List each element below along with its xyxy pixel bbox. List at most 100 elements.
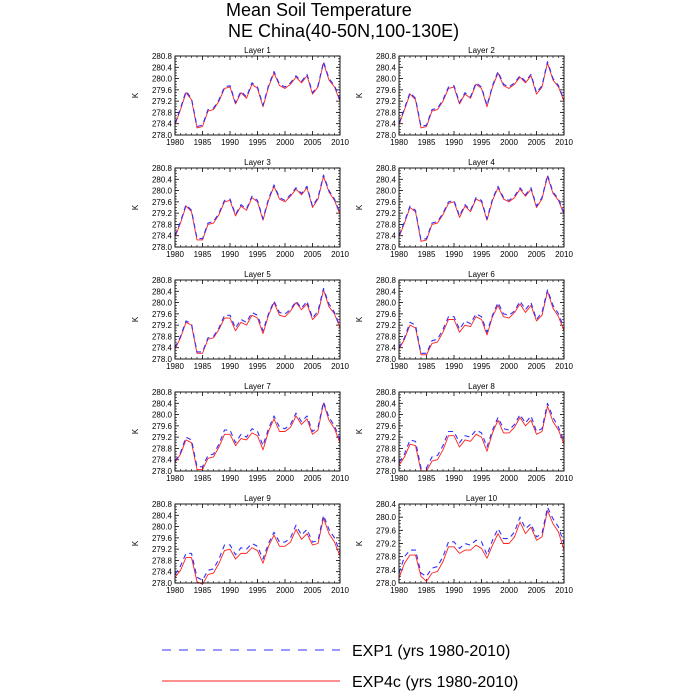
y-tick-label: 280.4 — [376, 175, 397, 184]
y-tick-label: 278.8 — [152, 556, 173, 565]
x-tick-label: 2000 — [276, 250, 294, 259]
panel-title: Layer 10 — [466, 494, 498, 503]
y-tick-label: 278.8 — [376, 553, 397, 562]
x-tick-label: 1980 — [390, 586, 408, 595]
x-tick-label: 2005 — [304, 138, 322, 147]
series-line-exp4c — [174, 402, 341, 471]
x-tick-label: 2000 — [276, 138, 294, 147]
y-tick-label: 278.0 — [376, 243, 397, 252]
y-tick-label: 280.8 — [152, 164, 173, 173]
x-tick-label: 1995 — [249, 586, 267, 595]
y-tick-label: 280.4 — [152, 175, 173, 184]
legend-label-exp4c: EXP4c (yrs 1980-2010) — [352, 674, 518, 691]
y-tick-label: 280.0 — [376, 299, 397, 308]
y-tick-label: 280.4 — [376, 63, 397, 72]
x-tick-label: 1985 — [418, 362, 436, 371]
series-line-exp4c — [174, 289, 341, 354]
series-line-exp4c — [398, 176, 565, 242]
y-tick-label: 280.4 — [152, 399, 173, 408]
panel-8: Layer 8 K 278.0 278.4 278.8 279.2 279.6 280.0 28… — [355, 382, 573, 483]
plot-frame — [174, 279, 341, 360]
x-tick-label: 2010 — [555, 250, 573, 259]
panel-2: Layer 2 K 278.0 278.4 278.8 279.2 279.6 280.0 28… — [355, 46, 573, 147]
panel-title: Layer 2 — [468, 46, 495, 55]
x-tick-label: 1995 — [473, 362, 491, 371]
panel-5: Layer 5 K 278.0 278.4 278.8 279.2 279.6 280.0 28… — [131, 270, 349, 371]
y-tick-label: 279.6 — [376, 310, 397, 319]
x-tick-label: 1980 — [390, 362, 408, 371]
chart-title-line1: Mean Soil Temperature — [226, 0, 412, 20]
plot-frame — [398, 503, 565, 584]
x-tick-label: 1990 — [445, 250, 463, 259]
x-tick-label: 2005 — [304, 474, 322, 483]
y-tick-label: 279.2 — [152, 97, 173, 106]
x-tick-label: 1995 — [473, 586, 491, 595]
series-line-exp4c — [174, 517, 341, 585]
panel-9: Layer 9 K 278.0 278.4 278.8 279.2 279.6 280.0 28… — [131, 494, 349, 595]
x-tick-label: 1995 — [473, 250, 491, 259]
x-tick-label: 1990 — [221, 586, 239, 595]
plot-frame — [174, 391, 341, 472]
y-axis-label: K — [131, 204, 140, 210]
x-tick-label: 1985 — [418, 250, 436, 259]
x-tick-label: 1995 — [473, 138, 491, 147]
x-tick-label: 1985 — [194, 362, 212, 371]
x-tick-label: 1985 — [194, 474, 212, 483]
x-tick-label: 1980 — [166, 362, 184, 371]
plot-frame — [398, 391, 565, 472]
y-tick-label: 279.2 — [376, 540, 397, 549]
x-tick-label: 1985 — [418, 586, 436, 595]
y-tick-label: 279.2 — [152, 209, 173, 218]
chart-title-line2: NE China(40-50N,100-130E) — [228, 21, 459, 41]
y-tick-label: 279.6 — [376, 198, 397, 207]
x-tick-label: 2010 — [331, 586, 349, 595]
y-tick-label: 278.8 — [152, 444, 173, 453]
x-tick-label: 1995 — [249, 362, 267, 371]
y-tick-label: 278.8 — [376, 332, 397, 341]
series-line-exp1 — [398, 174, 565, 241]
x-tick-label: 1990 — [221, 250, 239, 259]
y-tick-label: 280.0 — [376, 411, 397, 420]
x-tick-label: 1995 — [249, 138, 267, 147]
y-tick-label: 278.8 — [376, 108, 397, 117]
y-tick-label: 278.4 — [152, 344, 173, 353]
x-tick-label: 1985 — [194, 250, 212, 259]
panel-title: Layer 6 — [468, 270, 495, 279]
y-tick-label: 280.8 — [152, 52, 173, 61]
y-axis-label: K — [355, 316, 364, 322]
y-tick-label: 279.6 — [152, 534, 173, 543]
panel-1: Layer 1 K 278.0 278.4 278.8 279.2 279.6 280.0 28… — [131, 46, 349, 147]
series-line-exp1 — [398, 506, 565, 577]
x-tick-label: 2005 — [528, 138, 546, 147]
x-tick-label: 2000 — [276, 474, 294, 483]
y-tick-label: 280.4 — [376, 500, 397, 509]
x-tick-label: 2000 — [276, 586, 294, 595]
panel-title: Layer 7 — [244, 382, 271, 391]
panel-grid: Layer 1 K 278.0 278.4 278.8 279.2 279.6 280.0 28… — [131, 46, 573, 595]
x-tick-label: 2000 — [500, 138, 518, 147]
y-tick-label: 280.0 — [152, 75, 173, 84]
x-tick-label: 1980 — [166, 586, 184, 595]
y-tick-label: 279.6 — [152, 310, 173, 319]
series-line-exp4c — [398, 405, 565, 472]
y-tick-label: 280.8 — [152, 500, 173, 509]
series-line-exp1 — [174, 287, 341, 353]
y-tick-label: 278.0 — [152, 579, 173, 588]
x-tick-label: 2010 — [555, 586, 573, 595]
x-tick-label: 2000 — [276, 362, 294, 371]
y-tick-label: 278.4 — [152, 456, 173, 465]
y-tick-label: 278.0 — [152, 467, 173, 476]
x-tick-label: 2010 — [555, 138, 573, 147]
x-tick-label: 1990 — [221, 474, 239, 483]
series-line-exp1 — [174, 61, 341, 128]
series-line-exp4c — [398, 510, 565, 582]
y-tick-label: 278.0 — [376, 131, 397, 140]
series-line-exp4c — [398, 290, 565, 356]
y-tick-label: 278.0 — [152, 243, 173, 252]
plot-frame — [174, 167, 341, 248]
x-tick-label: 2000 — [500, 250, 518, 259]
x-tick-label: 1980 — [166, 474, 184, 483]
x-tick-label: 1980 — [390, 138, 408, 147]
y-tick-label: 280.0 — [152, 299, 173, 308]
